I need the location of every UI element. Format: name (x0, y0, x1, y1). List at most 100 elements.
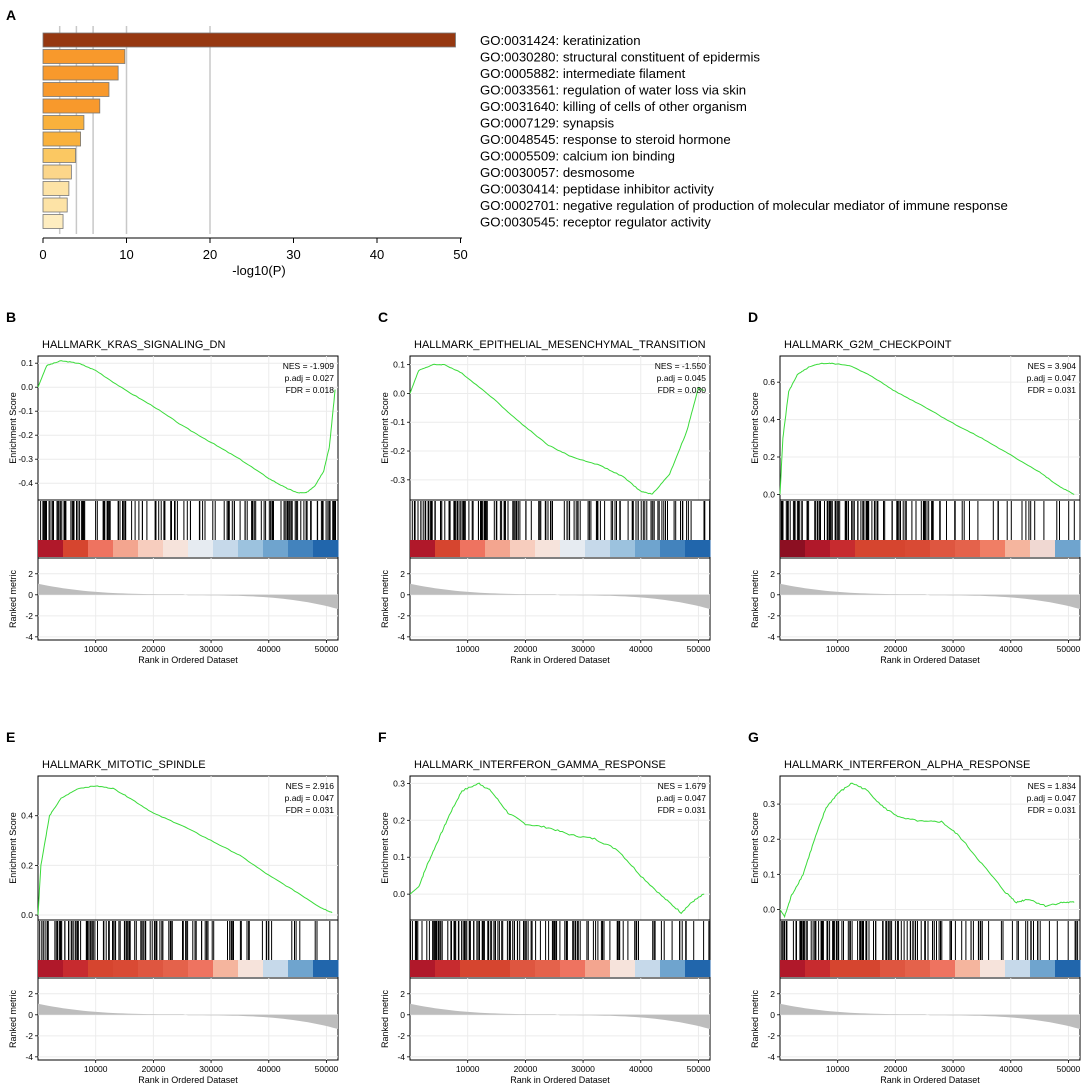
rank-tick-label: -4 (397, 632, 405, 642)
y-tick-label: 0.0 (393, 889, 405, 899)
bar (42, 98, 101, 114)
stat-nes: NES = 1.834 (1028, 781, 1077, 791)
heat-cell (38, 960, 64, 977)
rank-tick-label: 2 (400, 989, 405, 999)
x-tick-label: 50000 (687, 644, 711, 654)
x-tick-label: 30000 (941, 1064, 965, 1074)
heat-cell (263, 960, 289, 977)
x-tick-label: 50000 (315, 644, 339, 654)
es-ylabel: Enrichment Score (8, 392, 18, 464)
panel-title: HALLMARK_EPITHELIAL_MESENCHYMAL_TRANSITI… (414, 339, 706, 351)
rank-tick-label: -2 (25, 611, 33, 621)
y-tick-label: -0.1 (18, 406, 33, 416)
heat-cell (980, 540, 1006, 557)
y-tick-label: 0.0 (763, 904, 775, 914)
y-tick-label: -0.3 (18, 454, 33, 464)
term-label: GO:0007129: synapsis (480, 116, 615, 131)
heat-cell (510, 540, 536, 557)
x-tick-label: 50000 (1057, 1064, 1081, 1074)
rank-metric-area (410, 1003, 710, 1029)
x-tick-label: 0 (39, 247, 46, 262)
stat-padj: p.adj = 0.027 (285, 373, 335, 383)
rank-ylabel: Ranked metric (8, 569, 18, 628)
heat-cell (955, 540, 981, 557)
bar (42, 115, 85, 130)
es-curve (37, 785, 333, 916)
x-tick-label: 10000 (826, 644, 850, 654)
term-label: GO:0033561: regulation of water loss via… (480, 83, 746, 98)
rank-tick-label: 2 (28, 989, 33, 999)
heat-cell (1030, 540, 1056, 557)
x-tick-label: 10000 (84, 1064, 108, 1074)
panel-title: HALLMARK_MITOTIC_SPINDLE (42, 759, 206, 771)
rank-ylabel: Ranked metric (8, 989, 18, 1048)
x-axis-title: -log10(P) (232, 263, 285, 278)
bar (42, 49, 126, 64)
x-tick-label: 30000 (571, 1064, 595, 1074)
gsea-panel-e: E HALLMARK_MITOTIC_SPINDLE 0.4 0.2 0.0 Enrich… (6, 729, 339, 1085)
stat-fdr: FDR = 0.031 (286, 805, 335, 815)
y-tick-label: -0.4 (18, 478, 33, 488)
stat-fdr: FDR = 0.031 (1028, 805, 1077, 815)
panel-title: HALLMARK_INTERFERON_GAMMA_RESPONSE (414, 759, 666, 771)
rank-tick-label: 2 (770, 989, 775, 999)
heat-cell (435, 540, 461, 557)
stat-padj: p.adj = 0.047 (1027, 373, 1077, 383)
rank-tick-label: -2 (767, 611, 775, 621)
stat-nes: NES = 2.916 (286, 781, 335, 791)
x-tick-label: 40000 (629, 1064, 653, 1074)
x-tick-label: 40000 (999, 1064, 1023, 1074)
x-tick-label: 20000 (884, 1064, 908, 1074)
bar (42, 32, 456, 48)
heat-cell (635, 960, 661, 977)
x-tick-label: 20 (203, 247, 217, 262)
es-curve (37, 360, 336, 494)
rank-tick-label: -4 (767, 1052, 775, 1062)
es-curve (779, 362, 1075, 495)
heat-cell (163, 540, 189, 557)
gsea-panel-c: C HALLMARK_EPITHELIAL_MESENCHYMAL_TRANSIT… (378, 309, 711, 665)
panel-letter: C (378, 309, 388, 325)
es-plot-area (409, 355, 711, 501)
es-plot-area (37, 775, 339, 921)
x-tick-label: 10000 (84, 644, 108, 654)
y-tick-label: 0.0 (21, 910, 33, 920)
heat-cell (1030, 960, 1056, 977)
term-label: GO:0048545: response to steroid hormone (480, 132, 731, 147)
x-tick-label: 30000 (199, 1064, 223, 1074)
stat-padj: p.adj = 0.047 (1027, 793, 1077, 803)
heat-cell (1005, 540, 1031, 557)
term-label: GO:0005882: intermediate filament (480, 66, 686, 81)
heat-cell (1055, 540, 1081, 557)
y-tick-label: -0.2 (390, 446, 405, 456)
rank-tick-label: 2 (770, 569, 775, 579)
bar (42, 197, 68, 213)
rank-tick-label: -4 (25, 1052, 33, 1062)
rank-metric-area (410, 583, 710, 609)
rank-ylabel: Ranked metric (750, 989, 760, 1048)
heat-cell (138, 540, 164, 557)
heat-cell (288, 540, 314, 557)
panel-letter: E (6, 729, 15, 745)
heat-cell (780, 540, 806, 557)
heat-cell (510, 960, 536, 977)
rank-metric-area (38, 583, 338, 609)
x-axis-title: Rank in Ordered Dataset (510, 655, 610, 665)
heat-cell (238, 960, 264, 977)
stat-fdr: FDR = 0.018 (286, 385, 335, 395)
heat-cell (113, 540, 139, 557)
y-tick-label: 0.1 (393, 852, 405, 862)
es-ylabel: Enrichment Score (750, 812, 760, 884)
heat-cell (88, 960, 114, 977)
y-tick-label: 0.2 (21, 860, 33, 870)
y-tick-label: -0.1 (390, 417, 405, 427)
y-tick-label: 0.2 (763, 452, 775, 462)
x-tick-label: 50000 (315, 1064, 339, 1074)
y-tick-label: 0.2 (763, 834, 775, 844)
x-tick-label: 20000 (142, 1064, 166, 1074)
x-axis-title: Rank in Ordered Dataset (138, 1075, 238, 1085)
x-tick-label: 20000 (514, 644, 538, 654)
term-label: GO:0030057: desmosome (480, 165, 635, 180)
heat-cell (660, 540, 686, 557)
heat-cell (313, 540, 339, 557)
